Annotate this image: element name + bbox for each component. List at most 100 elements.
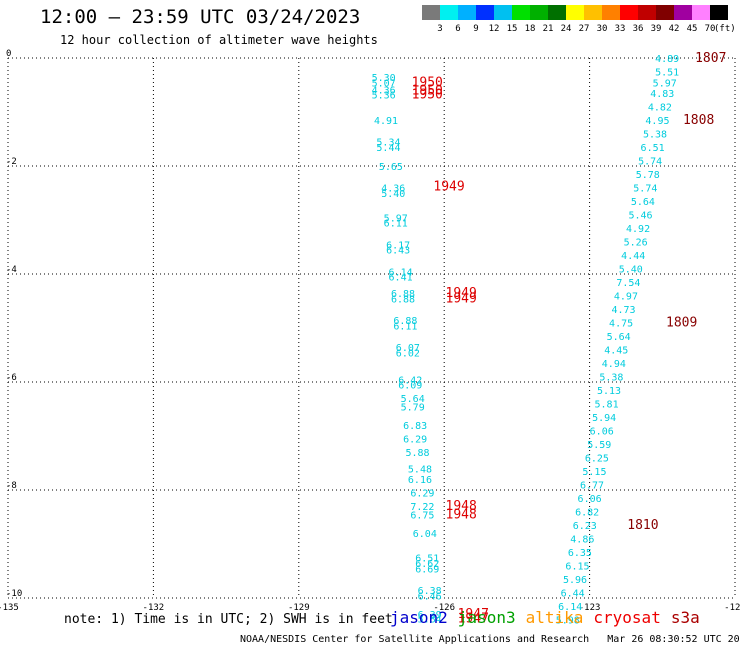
wave-height-label: 5.84 — [418, 615, 442, 626]
y-tick-label: -4 — [6, 265, 17, 275]
wave-height-label: 4.36 — [381, 184, 405, 195]
wave-height-label: 5.64 — [607, 332, 631, 343]
wave-height-label: 6.83 — [403, 421, 427, 432]
wave-height-label: 6.04 — [413, 529, 437, 540]
pass-number-labels: 1950195019501949194919491948194819471947… — [412, 51, 727, 627]
wave-height-label: 6.14 — [389, 267, 413, 278]
color-swatch — [530, 5, 548, 20]
satellite-legend-item: cryosat — [593, 608, 661, 627]
satellite-legend-item: jason3 — [457, 608, 516, 627]
wave-height-label: 5.38 — [643, 130, 667, 141]
wave-height-label: 7.22 — [410, 502, 434, 513]
wave-height-label: 6.09 — [398, 381, 422, 392]
wave-height-label: 4.44 — [621, 251, 645, 262]
wave-height-label: 5.40 — [381, 189, 405, 200]
chart-title: 12:00 – 23:59 UTC 03/24/2023 — [40, 6, 361, 28]
wave-height-label: 7.54 — [616, 278, 640, 289]
color-swatch — [638, 5, 656, 20]
wave-height-label: 4.92 — [626, 224, 650, 235]
wave-height-label: 5.79 — [401, 402, 425, 413]
color-scale-tick: 39 — [650, 24, 662, 34]
color-swatch — [566, 5, 584, 20]
color-swatch — [620, 5, 638, 20]
wave-height-label: 4.45 — [604, 346, 628, 357]
wave-height-label: 6.17 — [386, 240, 410, 251]
pass-number-label: 1947 — [458, 607, 489, 622]
y-tick-label: -6 — [6, 373, 17, 383]
wave-height-label: 5.88 — [405, 448, 429, 459]
color-scale-tick: 18 — [524, 24, 536, 34]
wave-height-label: 5.97 — [653, 78, 677, 89]
pass-number-label: 1949 — [433, 180, 464, 195]
color-swatch — [512, 5, 530, 20]
wave-height-label: 5.46 — [628, 211, 652, 222]
wave-height-label: 4.91 — [374, 116, 398, 127]
wave-height-label: 6.11 — [384, 219, 408, 230]
x-tick-label: -132 — [143, 603, 165, 613]
pass-number-label: 1948 — [446, 507, 477, 522]
x-tick-label: -126 — [433, 603, 455, 613]
y-tick-label: -10 — [6, 589, 22, 599]
pass-number-label: 1950 — [412, 75, 443, 90]
color-scale-tick: 42 — [668, 24, 680, 34]
wave-height-label: 6.88 — [393, 316, 417, 327]
track-east-labels: 4.89 5.515.974.83 4.82 4.95 5.38 6.51 5.74 5.78… — [556, 54, 679, 627]
wave-height-label: 6.88 — [391, 289, 415, 300]
color-scale-tick: 27 — [578, 24, 590, 34]
wave-height-label: 6.29 — [410, 489, 434, 500]
color-swatch — [674, 5, 692, 20]
wave-height-label: 6.44 — [561, 589, 585, 600]
wave-height-label: 6.41 — [389, 273, 413, 284]
pass-number-label: 1809 — [666, 316, 697, 331]
color-scale-tick: 45 — [686, 24, 698, 34]
wave-height-label: 4.82 — [648, 103, 672, 114]
wave-height-label: 4.83 — [650, 89, 674, 100]
wave-height-label: 6.07 — [396, 343, 420, 354]
color-swatch — [458, 5, 476, 20]
wave-height-label: 4.75 — [609, 319, 633, 330]
wave-height-label: 6.62 — [415, 559, 439, 570]
wave-height-label: 6.39 — [418, 610, 442, 621]
color-swatch — [692, 5, 710, 20]
wave-height-label: 5.98 — [556, 616, 580, 627]
color-swatch — [494, 5, 512, 20]
wave-height-label: 6.51 — [641, 143, 665, 154]
wave-height-label: 5.96 — [563, 575, 587, 586]
pass-number-label: 1950 — [412, 88, 443, 103]
wave-height-label: 6.43 — [386, 246, 410, 257]
color-swatch — [710, 5, 728, 20]
wave-height-label: 5.74 — [638, 157, 662, 168]
satellite-legend-item: jason2 — [390, 608, 448, 627]
color-scale-tick: 30 — [596, 24, 608, 34]
color-swatch — [602, 5, 620, 20]
x-tick-label: -129 — [288, 603, 310, 613]
color-scale-tick: 12 — [488, 24, 500, 34]
wave-height-label: 6.82 — [575, 508, 599, 519]
wave-height-label: 6.23 — [573, 521, 597, 532]
axis-tick-labels: -135 -132 -129 -126 -123 -120 0 -2 -4 -6 -8 -10 — [0, 49, 740, 613]
wave-height-label: 6.15 — [565, 562, 589, 573]
y-tick-label: -2 — [6, 157, 17, 167]
color-scale-tick: 36 — [632, 24, 644, 34]
wave-height-label: 5.74 — [633, 184, 657, 195]
wave-height-label: 5.94 — [592, 413, 616, 424]
wave-height-label: 5.30 — [372, 73, 396, 84]
x-tick-label: -135 — [0, 603, 19, 613]
pass-number-label: 1810 — [627, 518, 658, 533]
wave-height-label: 5.97 — [384, 213, 408, 224]
wave-height-label: 5.26 — [624, 238, 648, 249]
wave-height-label: 5.38 — [599, 373, 623, 384]
wave-height-label: 5.40 — [619, 265, 643, 276]
satellite-legend: jason2 jason3 altika cryosat s3a — [390, 608, 710, 627]
wave-height-label: 5.15 — [582, 467, 606, 478]
credit-line: NOAA/NESDIS Center for Satellite Applica… — [240, 634, 740, 645]
wave-height-label: 6.51 — [415, 554, 439, 565]
wave-height-label: 4.86 — [570, 535, 594, 546]
color-swatch — [440, 5, 458, 20]
wave-height-label: 5.34 — [376, 138, 400, 149]
wave-height-label: 5.64 — [631, 197, 655, 208]
chart-subtitle: 12 hour collection of altimeter wave hei… — [60, 33, 378, 47]
satellite-legend-item: s3a — [670, 608, 700, 627]
wave-height-label: 5.07 — [372, 78, 396, 89]
